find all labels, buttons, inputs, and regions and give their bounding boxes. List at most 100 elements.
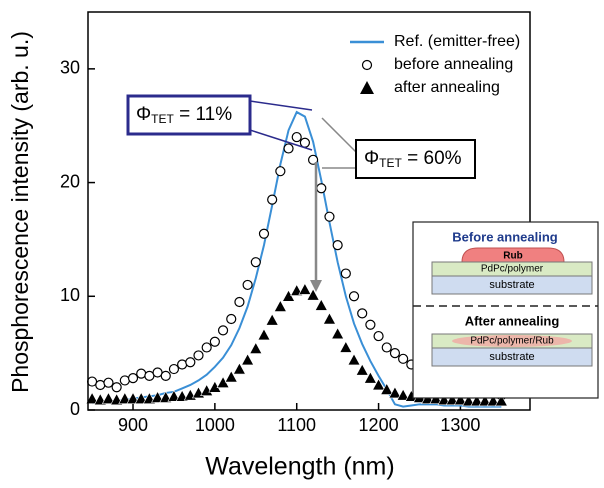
triangle-marker (101, 392, 115, 404)
circle-marker (103, 377, 114, 388)
legend-swatch (361, 59, 373, 71)
plot-frame (87, 11, 531, 411)
annotation: ΦTET = 11% (136, 104, 232, 126)
triangle-marker (396, 388, 410, 401)
triangle-marker (257, 328, 271, 341)
ref-line (91, 110, 502, 408)
annotation-part: = 11% (174, 104, 232, 125)
inset-frame (412, 221, 599, 399)
annotation: ΦTET = 60% (364, 148, 462, 170)
circle-marker (332, 240, 343, 251)
circle-marker (111, 382, 122, 393)
circle-marker (95, 379, 106, 391)
circle-marker (398, 353, 409, 364)
y-tick-label: 30 (60, 58, 80, 78)
annotation-part: = 60% (402, 148, 462, 169)
legend-label: Ref. (emitter-free) (394, 33, 520, 50)
triangle-marker (232, 362, 246, 375)
triangle-marker (85, 392, 99, 404)
triangle-marker (167, 389, 181, 402)
circle-marker (217, 325, 229, 336)
circle-marker (340, 268, 351, 279)
inset-diagram: Before annealing Rub PdPc/polymer substr… (412, 221, 599, 399)
y-tick-label: 0 (70, 399, 80, 419)
triangle-marker (355, 363, 369, 376)
circle-marker (168, 363, 180, 375)
triangle-marker (306, 288, 320, 301)
substrate-layer (431, 347, 593, 367)
triangle-marker (437, 393, 451, 406)
circle-marker (316, 183, 327, 194)
triangle-marker (453, 393, 467, 406)
triangle-marker (470, 394, 484, 407)
legend-label: before annealing (394, 56, 513, 73)
triangle-marker (224, 370, 238, 383)
circle-marker (119, 375, 130, 386)
triangle-marker (486, 394, 500, 407)
drop-arrow-head (310, 280, 322, 292)
triangle-marker (372, 378, 386, 391)
circle-marker (348, 291, 360, 302)
annotation-box (355, 139, 476, 179)
inset-label: substrate (489, 351, 534, 363)
triangle-marker (494, 394, 508, 407)
circle-marker (365, 319, 376, 330)
triangle-marker (322, 312, 336, 325)
triangle-marker (241, 353, 255, 366)
pointer (249, 129, 313, 151)
triangle-marker (298, 282, 312, 295)
circle-marker (160, 370, 171, 381)
triangle-marker (462, 394, 476, 407)
annotation-part: Φ (136, 104, 151, 125)
circle-marker (209, 336, 220, 347)
circle-marker (127, 373, 139, 384)
inset-label: substrate (489, 279, 534, 291)
triangle-marker (363, 371, 377, 384)
pointer (249, 100, 313, 111)
y-tick-label: 20 (60, 171, 80, 191)
circle-marker (381, 342, 392, 353)
circle-marker (389, 348, 401, 359)
circle-marker (324, 211, 335, 222)
legend-label: after annealing (394, 79, 500, 96)
inset-label: PdPc/polymer (481, 264, 544, 275)
x-tick-label: 1100 (277, 415, 316, 435)
rub-blend (452, 335, 572, 347)
circle-marker (275, 166, 286, 177)
inset-label: PdPc/polymer/Rub (470, 336, 554, 347)
circle-marker (136, 368, 147, 379)
inset-label: Rub (503, 251, 522, 262)
x-tick-label: 900 (118, 415, 148, 435)
pointer (321, 117, 357, 153)
legend-swatch (360, 81, 374, 94)
circle-marker (193, 350, 204, 361)
triangle-marker (314, 298, 328, 311)
circle-marker (185, 357, 196, 368)
x-tick-label: 1200 (359, 415, 399, 435)
annotation-box (126, 94, 252, 136)
triangle-marker (249, 341, 263, 354)
circle-marker (177, 359, 188, 370)
triangle-marker (273, 299, 287, 312)
triangle-marker (151, 390, 165, 403)
annotation-part: TET (379, 156, 402, 170)
circle-marker (357, 308, 368, 319)
triangle-marker (126, 392, 140, 404)
circle-marker (234, 296, 245, 308)
circle-marker (242, 279, 253, 291)
substrate-layer (431, 275, 593, 295)
circle-marker (226, 313, 237, 325)
annotation-part: Φ (364, 148, 379, 169)
annotation-part: TET (151, 112, 174, 126)
y-axis-label: Phosphorescence intensity (arb. u.) (7, 31, 33, 393)
triangle-marker (347, 353, 361, 366)
circle-marker (250, 257, 261, 268)
triangle-marker (118, 392, 132, 404)
inset-title: After annealing (465, 313, 560, 328)
triangle-marker (265, 313, 279, 326)
triangle-marker (478, 394, 492, 407)
rub-layer (461, 247, 565, 263)
x-tick-label: 1000 (195, 415, 235, 435)
triangle-marker (388, 386, 402, 399)
x-axis-label: Wavelength (nm) (205, 453, 394, 481)
